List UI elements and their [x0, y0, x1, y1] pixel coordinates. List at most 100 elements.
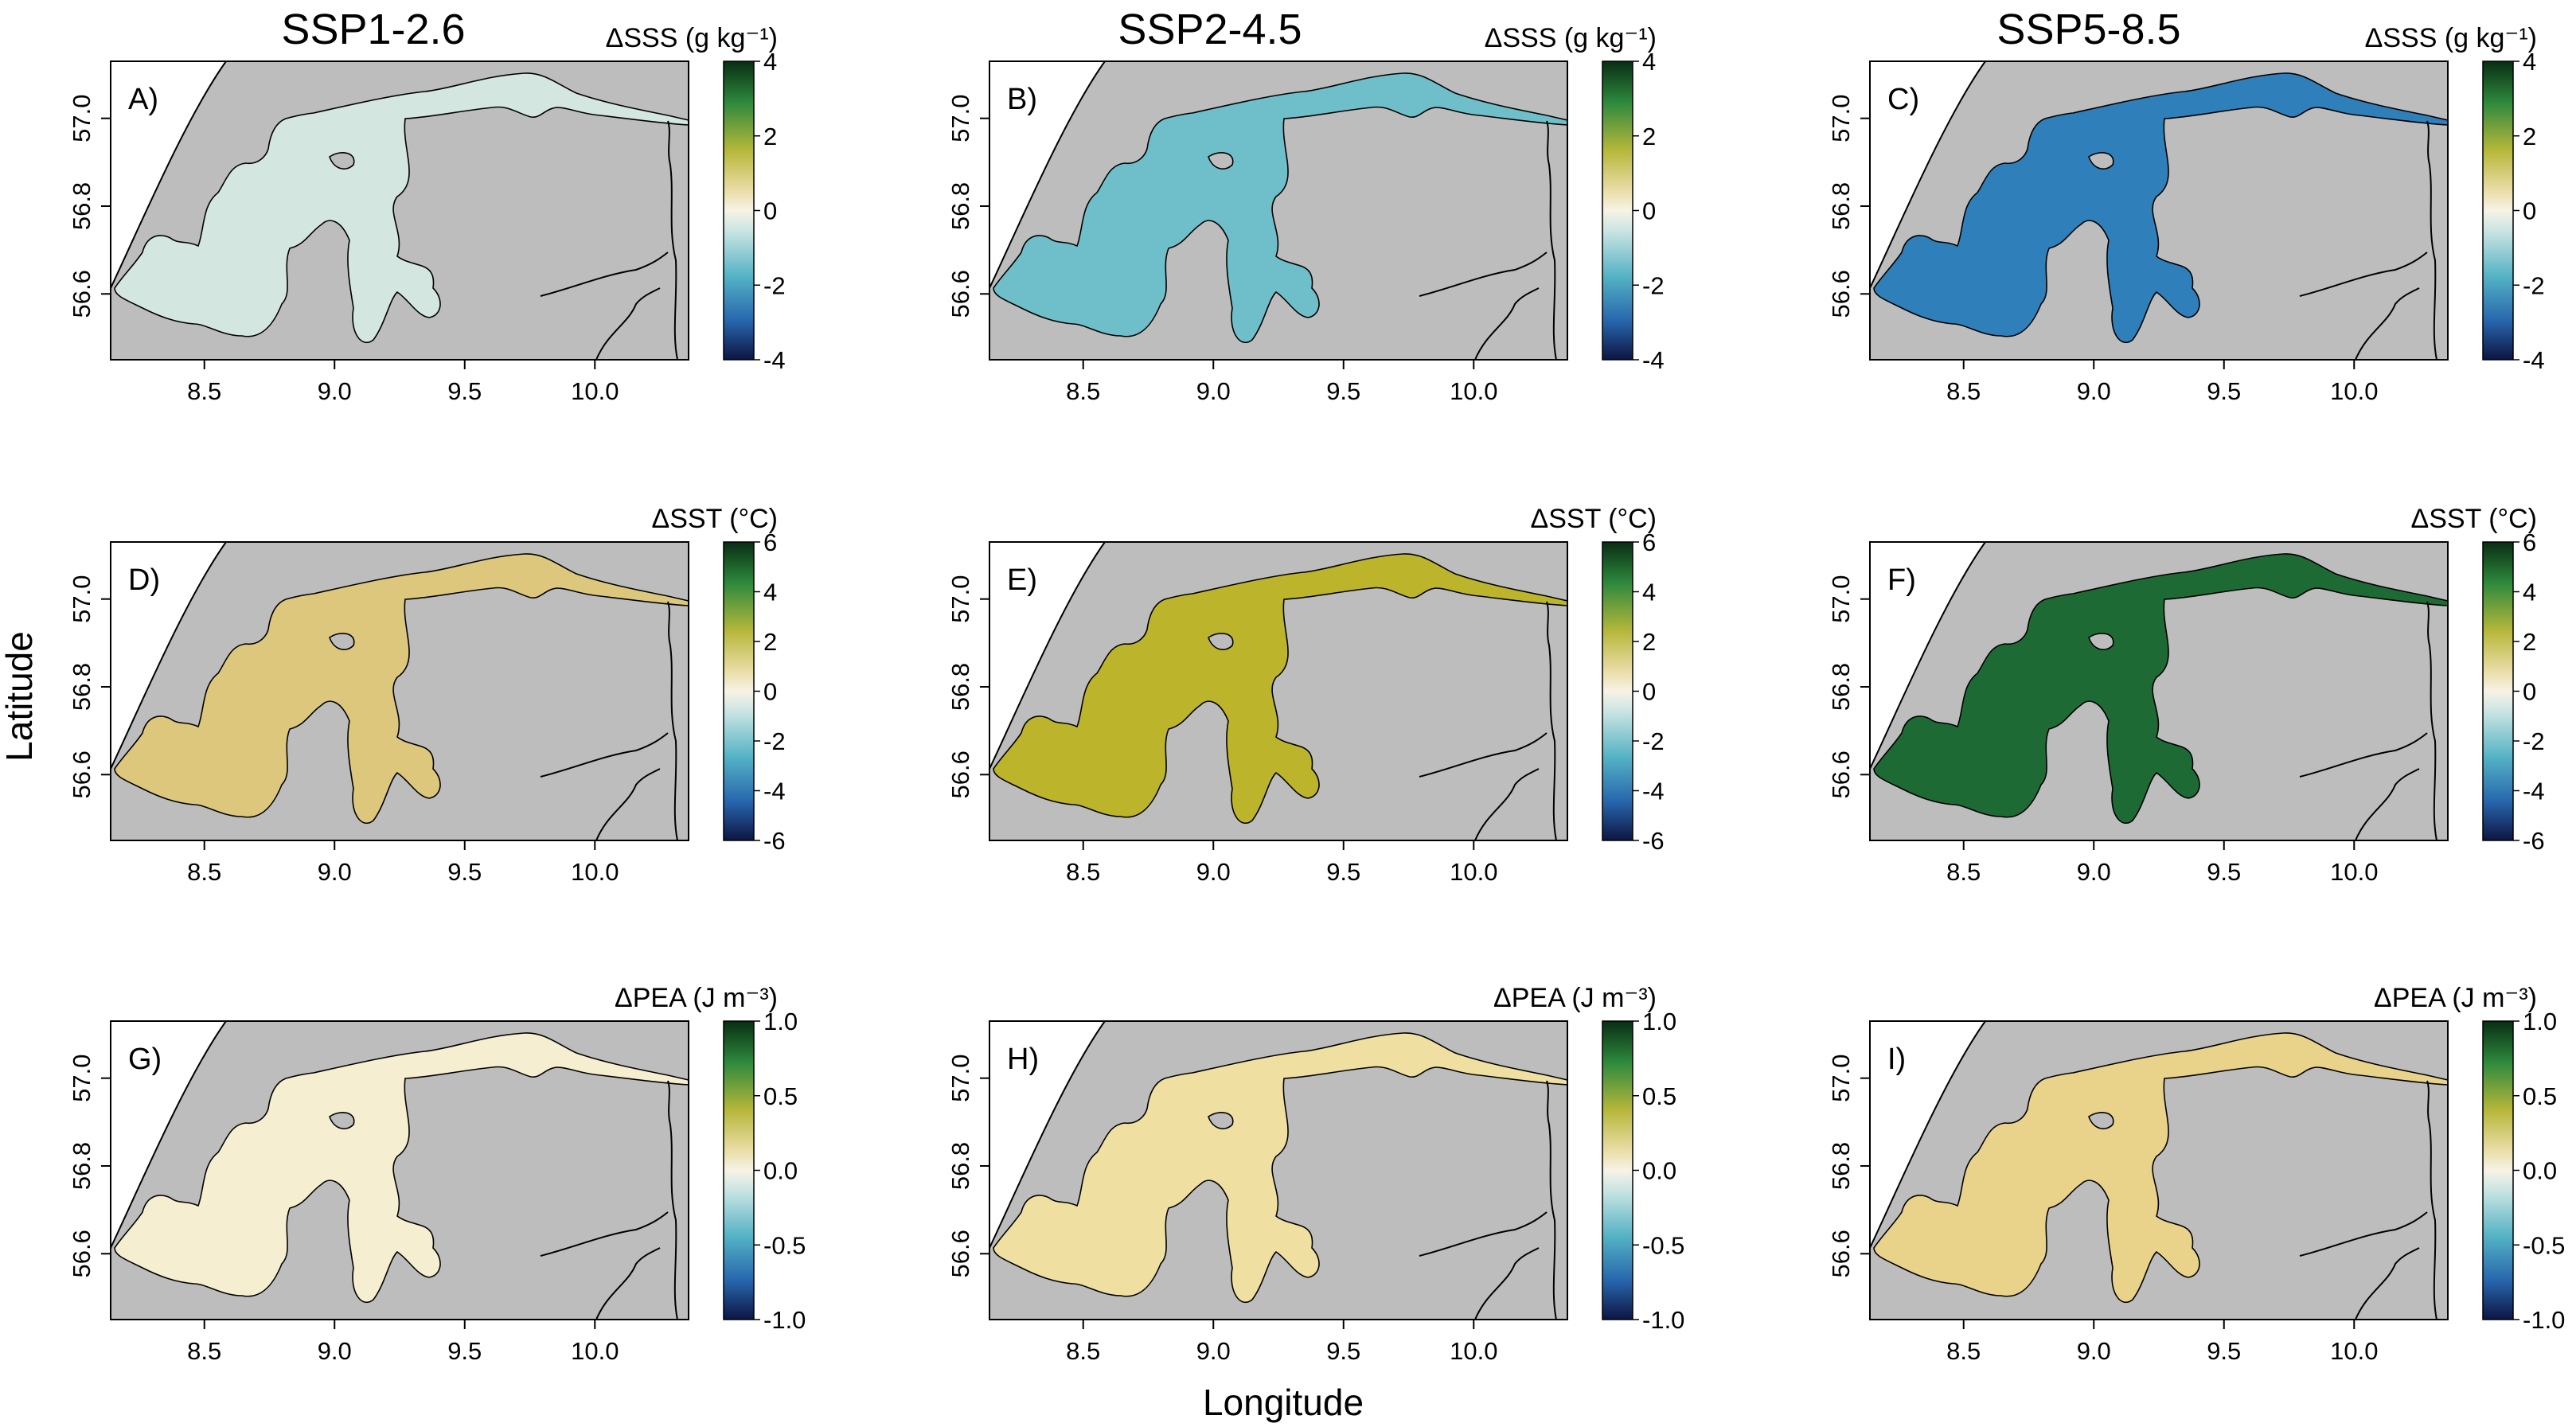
x-tick-label: 8.5: [187, 377, 221, 405]
panel-e: E) 8.5 9.0 9.5 10.0 56.6 56.8 57.0 6 4 2 0 -2 -4 -6 ΔSS…: [946, 504, 1665, 886]
fjord-field: [1873, 72, 2449, 344]
x-tick-label: 9.0: [2077, 1337, 2111, 1365]
colorbar-tick-label: 0.0: [2523, 1157, 2557, 1185]
colorbar-tick-label: -0.5: [2523, 1231, 2565, 1259]
panel-f: F) 8.5 9.0 9.5 10.0 56.6 56.8 57.0 6 4 2 0 -2 -4 -6 ΔSS…: [1827, 504, 2545, 886]
colorbar-tick-label: -6: [763, 827, 786, 855]
y-tick-label: 56.8: [68, 663, 96, 711]
colorbar-title: ΔSSS (g kg⁻¹): [2365, 23, 2537, 53]
north-sea: [1869, 1020, 1987, 1249]
panel-label: E): [1007, 563, 1037, 597]
coastline-3: [1474, 287, 1540, 361]
x-tick-label: 9.0: [318, 858, 352, 886]
x-tick-label: 10.0: [571, 377, 619, 405]
colorbar-tick-label: 0.5: [763, 1082, 798, 1110]
north-sea: [110, 541, 228, 770]
coastline-2: [2299, 1211, 2428, 1257]
fjord-field: [1873, 553, 2449, 825]
x-tick-label: 10.0: [1450, 1337, 1497, 1365]
coastline-3: [2355, 1247, 2420, 1320]
x-tick-label: 9.0: [318, 377, 352, 405]
colorbar-tick-label: 2: [1642, 123, 1656, 150]
x-tick-label: 9.5: [2207, 858, 2241, 886]
x-tick-label: 10.0: [1450, 858, 1497, 886]
colorbar-tick-label: 0: [1642, 197, 1656, 225]
x-tick-label: 8.5: [1066, 1337, 1100, 1365]
coastline-1: [2426, 120, 2437, 361]
x-tick-label: 8.5: [1066, 858, 1100, 886]
coastline-2: [540, 732, 669, 778]
colorbar-tick-label: -2: [2523, 271, 2545, 299]
colorbar-tick-label: 4: [2523, 48, 2536, 76]
y-tick-label: 57.0: [1827, 1055, 1855, 1102]
colorbar-tick-label: 2: [763, 123, 777, 150]
colorbar-title: ΔPEA (J m⁻³): [615, 983, 778, 1013]
colorbar-tick-label: -6: [1642, 827, 1665, 855]
north-sea: [1869, 60, 1987, 289]
coastline-2: [540, 1211, 669, 1257]
panel-i: I) 8.5 9.0 9.5 10.0 56.6 56.8 57.0 1.0 0.5 0.0 -0.5…: [1827, 983, 2565, 1365]
x-tick-label: 9.5: [447, 1337, 482, 1365]
colorbar-tick-label: -1.0: [2523, 1306, 2565, 1334]
x-tick-label: 9.5: [447, 377, 482, 405]
panel-label: I): [1887, 1043, 1906, 1076]
colorbar-tick-label: 1.0: [1642, 1008, 1676, 1035]
coastline-2: [1419, 732, 1548, 778]
colorbar-tick-label: 4: [763, 579, 777, 606]
coastline-3: [595, 287, 661, 361]
colorbar-tick-label: 6: [1642, 528, 1656, 556]
colorbar-tick-label: 0.0: [763, 1157, 798, 1185]
x-axis-label: Longitude: [1203, 1382, 1364, 1423]
colorbar-tick-label: 2: [2523, 123, 2536, 150]
y-tick-label: 56.6: [68, 1230, 96, 1277]
colorbar-tick-label: 0: [763, 678, 777, 706]
colorbar-tick-label: 1.0: [763, 1008, 798, 1035]
colorbar-tick-label: 4: [2523, 579, 2536, 606]
y-tick-label: 56.6: [68, 751, 96, 798]
y-tick-label: 57.0: [946, 575, 974, 623]
colorbar: [1602, 541, 1633, 841]
x-tick-label: 9.5: [1326, 377, 1360, 405]
x-tick-label: 9.0: [1196, 858, 1231, 886]
coastline-1: [667, 601, 678, 841]
colorbar-tick-label: 0.5: [2523, 1082, 2557, 1110]
fjord-field: [993, 553, 1568, 825]
panel-label: C): [1887, 83, 1919, 116]
colorbar-tick-label: -2: [763, 727, 786, 755]
fjord-field: [114, 72, 689, 344]
coastline-3: [2355, 287, 2420, 361]
y-tick-label: 57.0: [68, 95, 96, 142]
panel-b: B) 8.5 9.0 9.5 10.0 56.6 56.8 57.0 4 2 0 -2 -4 ΔSSS (…: [946, 23, 1665, 405]
y-tick-label: 56.8: [946, 182, 974, 230]
y-tick-label: 56.8: [946, 663, 974, 711]
colorbar-tick-label: -4: [1642, 346, 1665, 374]
coastline-1: [667, 120, 678, 361]
coastline-3: [1474, 1247, 1540, 1320]
colorbar-tick-label: -2: [1642, 271, 1665, 299]
y-tick-label: 56.8: [946, 1142, 974, 1190]
north-sea: [110, 60, 228, 289]
panel-a: A) 8.5 9.0 9.5 10.0 56.6 56.8 57.0 4 2 0 -2 -4 ΔSSS (…: [68, 23, 786, 405]
y-tick-label: 56.8: [68, 182, 96, 230]
panel-h: H) 8.5 9.0 9.5 10.0 56.6 56.8 57.0 1.0 0.5 0.0 -0.5…: [946, 983, 1684, 1365]
coastline-3: [1474, 768, 1540, 841]
fjord-field: [114, 1032, 689, 1304]
x-tick-label: 10.0: [1450, 377, 1497, 405]
y-tick-label: 56.8: [68, 1142, 96, 1190]
y-tick-label: 57.0: [68, 1055, 96, 1102]
fjord-field: [993, 72, 1568, 344]
x-tick-label: 10.0: [2330, 858, 2378, 886]
plot-frame: [110, 1020, 689, 1320]
x-tick-label: 9.0: [1196, 377, 1231, 405]
panel-label: A): [128, 83, 158, 116]
x-tick-label: 9.5: [1326, 858, 1360, 886]
y-tick-label: 57.0: [946, 1055, 974, 1102]
panel-label: B): [1007, 83, 1037, 116]
colorbar: [2482, 60, 2514, 361]
y-tick-label: 56.6: [946, 751, 974, 798]
x-tick-label: 8.5: [187, 858, 221, 886]
y-tick-label: 56.8: [1827, 663, 1855, 711]
colorbar-tick-label: -2: [1642, 727, 1665, 755]
colorbar-tick-label: 2: [2523, 628, 2536, 656]
y-tick-label: 56.6: [68, 270, 96, 318]
